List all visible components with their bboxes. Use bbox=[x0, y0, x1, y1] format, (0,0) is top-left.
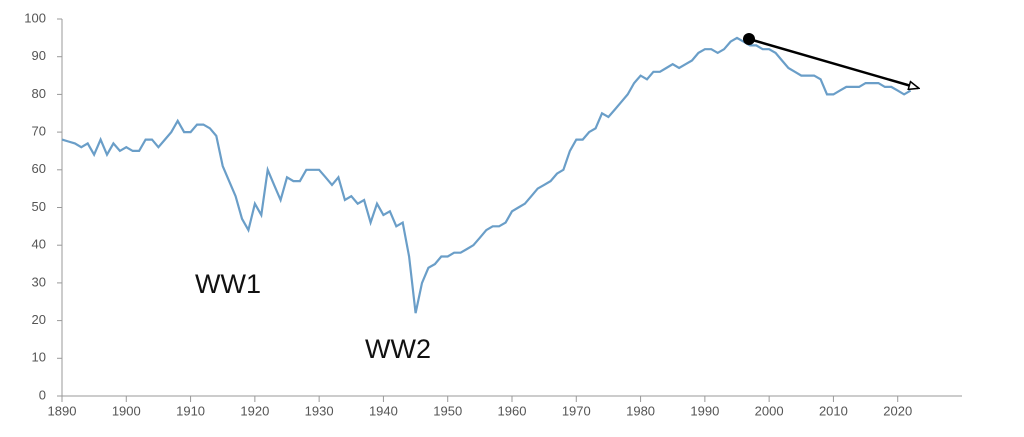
x-tick-label: 1890 bbox=[48, 403, 77, 418]
trend-dot bbox=[743, 33, 755, 45]
x-tick-label: 1940 bbox=[369, 403, 398, 418]
x-tick-label: 1980 bbox=[626, 403, 655, 418]
x-tick-label: 2020 bbox=[883, 403, 912, 418]
x-tick-label: 2000 bbox=[755, 403, 784, 418]
annotation: WW2 bbox=[365, 334, 431, 364]
y-tick-label: 60 bbox=[32, 161, 46, 176]
x-tick-label: 1970 bbox=[562, 403, 591, 418]
y-tick-label: 100 bbox=[24, 10, 46, 25]
x-tick-label: 1920 bbox=[240, 403, 269, 418]
y-tick-label: 20 bbox=[32, 312, 46, 327]
x-tick-label: 1950 bbox=[433, 403, 462, 418]
trend-arrow bbox=[748, 37, 918, 88]
x-tick-label: 1930 bbox=[305, 403, 334, 418]
y-tick-label: 40 bbox=[32, 237, 46, 252]
y-tick-label: 50 bbox=[32, 199, 46, 214]
y-tick-label: 30 bbox=[32, 274, 46, 289]
x-tick-label: 1990 bbox=[690, 403, 719, 418]
x-tick-label: 1960 bbox=[498, 403, 527, 418]
y-tick-label: 0 bbox=[39, 387, 46, 402]
y-tick-label: 70 bbox=[32, 124, 46, 139]
y-tick-label: 80 bbox=[32, 86, 46, 101]
annotation: WW1 bbox=[195, 269, 261, 299]
x-tick-label: 1900 bbox=[112, 403, 141, 418]
y-tick-label: 90 bbox=[32, 48, 46, 63]
data-line bbox=[61, 36, 912, 314]
y-tick-label: 10 bbox=[32, 350, 46, 365]
x-tick-label: 2010 bbox=[819, 403, 848, 418]
x-tick-label: 1910 bbox=[176, 403, 205, 418]
